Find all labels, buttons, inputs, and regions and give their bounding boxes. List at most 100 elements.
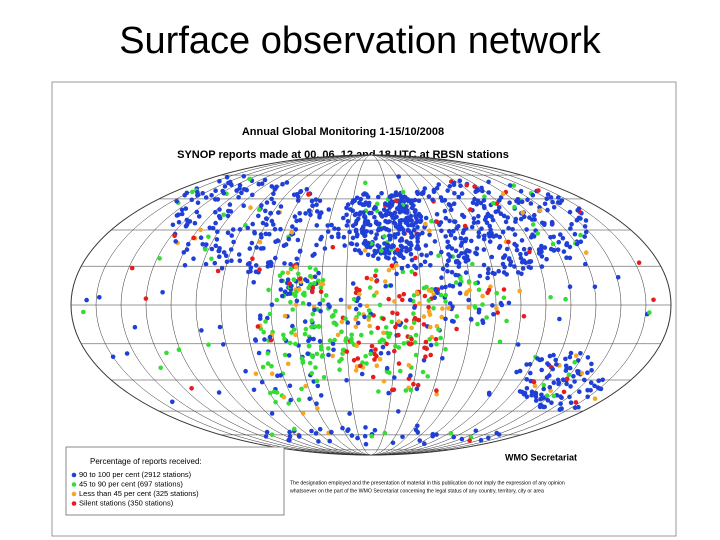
station-dot bbox=[392, 375, 397, 380]
station-dot bbox=[475, 219, 481, 225]
station-dot bbox=[257, 267, 262, 272]
station-dot bbox=[267, 334, 273, 340]
station-dot bbox=[478, 437, 484, 443]
station-dot bbox=[564, 241, 570, 246]
station-dot bbox=[292, 426, 297, 432]
legend-marker bbox=[71, 501, 77, 506]
station-dot bbox=[545, 361, 550, 366]
station-dot bbox=[457, 282, 463, 287]
station-dot bbox=[518, 255, 524, 261]
station-dot bbox=[386, 350, 391, 356]
station-dot bbox=[573, 353, 579, 359]
station-dot bbox=[432, 239, 438, 244]
station-dot bbox=[401, 291, 407, 297]
station-dot bbox=[215, 229, 220, 234]
station-dot bbox=[306, 192, 311, 197]
station-dot bbox=[401, 255, 406, 261]
station-dot bbox=[381, 338, 387, 343]
station-dot bbox=[424, 253, 430, 258]
station-dot bbox=[298, 189, 304, 194]
station-dot bbox=[352, 212, 358, 218]
station-dot bbox=[408, 387, 414, 393]
station-dot bbox=[290, 307, 296, 312]
station-dot bbox=[440, 266, 446, 272]
station-dot bbox=[539, 264, 545, 269]
station-dot bbox=[225, 230, 231, 236]
station-dot bbox=[297, 248, 303, 254]
station-dot bbox=[479, 185, 484, 191]
station-dot bbox=[310, 311, 316, 317]
station-dot bbox=[549, 219, 555, 225]
station-dot bbox=[215, 268, 221, 274]
station-dot bbox=[359, 226, 365, 232]
station-dot bbox=[521, 391, 527, 397]
station-dot bbox=[409, 218, 415, 223]
station-dot bbox=[480, 302, 485, 307]
station-dot bbox=[269, 432, 275, 438]
station-dot bbox=[246, 269, 251, 275]
station-dot bbox=[579, 370, 585, 376]
station-dot bbox=[476, 310, 482, 315]
station-dot bbox=[330, 353, 336, 359]
station-dot bbox=[481, 236, 487, 242]
station-dot bbox=[576, 404, 581, 410]
station-dot bbox=[225, 213, 231, 219]
station-dot bbox=[442, 208, 448, 214]
station-dot bbox=[519, 259, 525, 265]
station-dot bbox=[296, 397, 302, 403]
station-dot bbox=[356, 311, 362, 317]
station-dot bbox=[471, 220, 477, 226]
station-dot bbox=[269, 371, 275, 377]
figure-heading: Annual Global Monitoring 1-15/10/2008 bbox=[242, 126, 444, 138]
legend-label: Less than 45 per cent (325 stations) bbox=[79, 489, 199, 498]
station-dot bbox=[273, 255, 278, 261]
station-dot bbox=[365, 252, 371, 258]
station-dot bbox=[199, 328, 204, 333]
station-dot bbox=[259, 203, 264, 208]
station-dot bbox=[412, 340, 418, 345]
station-dot bbox=[494, 201, 500, 206]
station-dot bbox=[547, 385, 553, 390]
station-dot bbox=[499, 302, 505, 308]
station-dot bbox=[247, 246, 253, 251]
station-dot bbox=[551, 248, 557, 253]
station-dot bbox=[353, 229, 359, 234]
station-dot bbox=[339, 319, 345, 325]
station-dot bbox=[390, 440, 396, 446]
station-dot bbox=[355, 320, 361, 326]
station-dot bbox=[277, 273, 283, 279]
station-dot bbox=[592, 383, 597, 389]
station-dot bbox=[333, 308, 338, 314]
station-dot bbox=[362, 220, 368, 225]
station-dot bbox=[495, 208, 501, 214]
station-dot bbox=[491, 200, 496, 206]
station-dot bbox=[264, 429, 270, 435]
station-dot bbox=[454, 326, 459, 332]
station-dot bbox=[314, 401, 319, 407]
station-dot bbox=[529, 392, 534, 398]
station-dot bbox=[263, 434, 269, 439]
station-dot bbox=[481, 262, 487, 268]
station-dot bbox=[329, 429, 334, 435]
station-dot bbox=[217, 254, 222, 259]
station-dot bbox=[203, 195, 209, 200]
station-dot bbox=[464, 248, 470, 253]
station-dot bbox=[473, 428, 479, 434]
station-dot bbox=[363, 425, 368, 430]
station-dot bbox=[341, 234, 347, 240]
station-dot bbox=[521, 246, 527, 252]
station-dot bbox=[255, 213, 261, 219]
station-dot bbox=[300, 291, 306, 297]
station-dot bbox=[248, 205, 253, 210]
station-dot bbox=[521, 314, 527, 319]
legend-marker bbox=[71, 491, 77, 497]
station-dot bbox=[423, 243, 429, 248]
station-dot bbox=[444, 262, 450, 268]
station-dot bbox=[207, 225, 213, 231]
station-dot bbox=[173, 239, 178, 244]
station-dot bbox=[388, 283, 394, 288]
station-dot bbox=[385, 219, 390, 225]
station-dot bbox=[501, 254, 507, 260]
station-dot bbox=[528, 370, 533, 376]
station-dot bbox=[310, 285, 316, 291]
